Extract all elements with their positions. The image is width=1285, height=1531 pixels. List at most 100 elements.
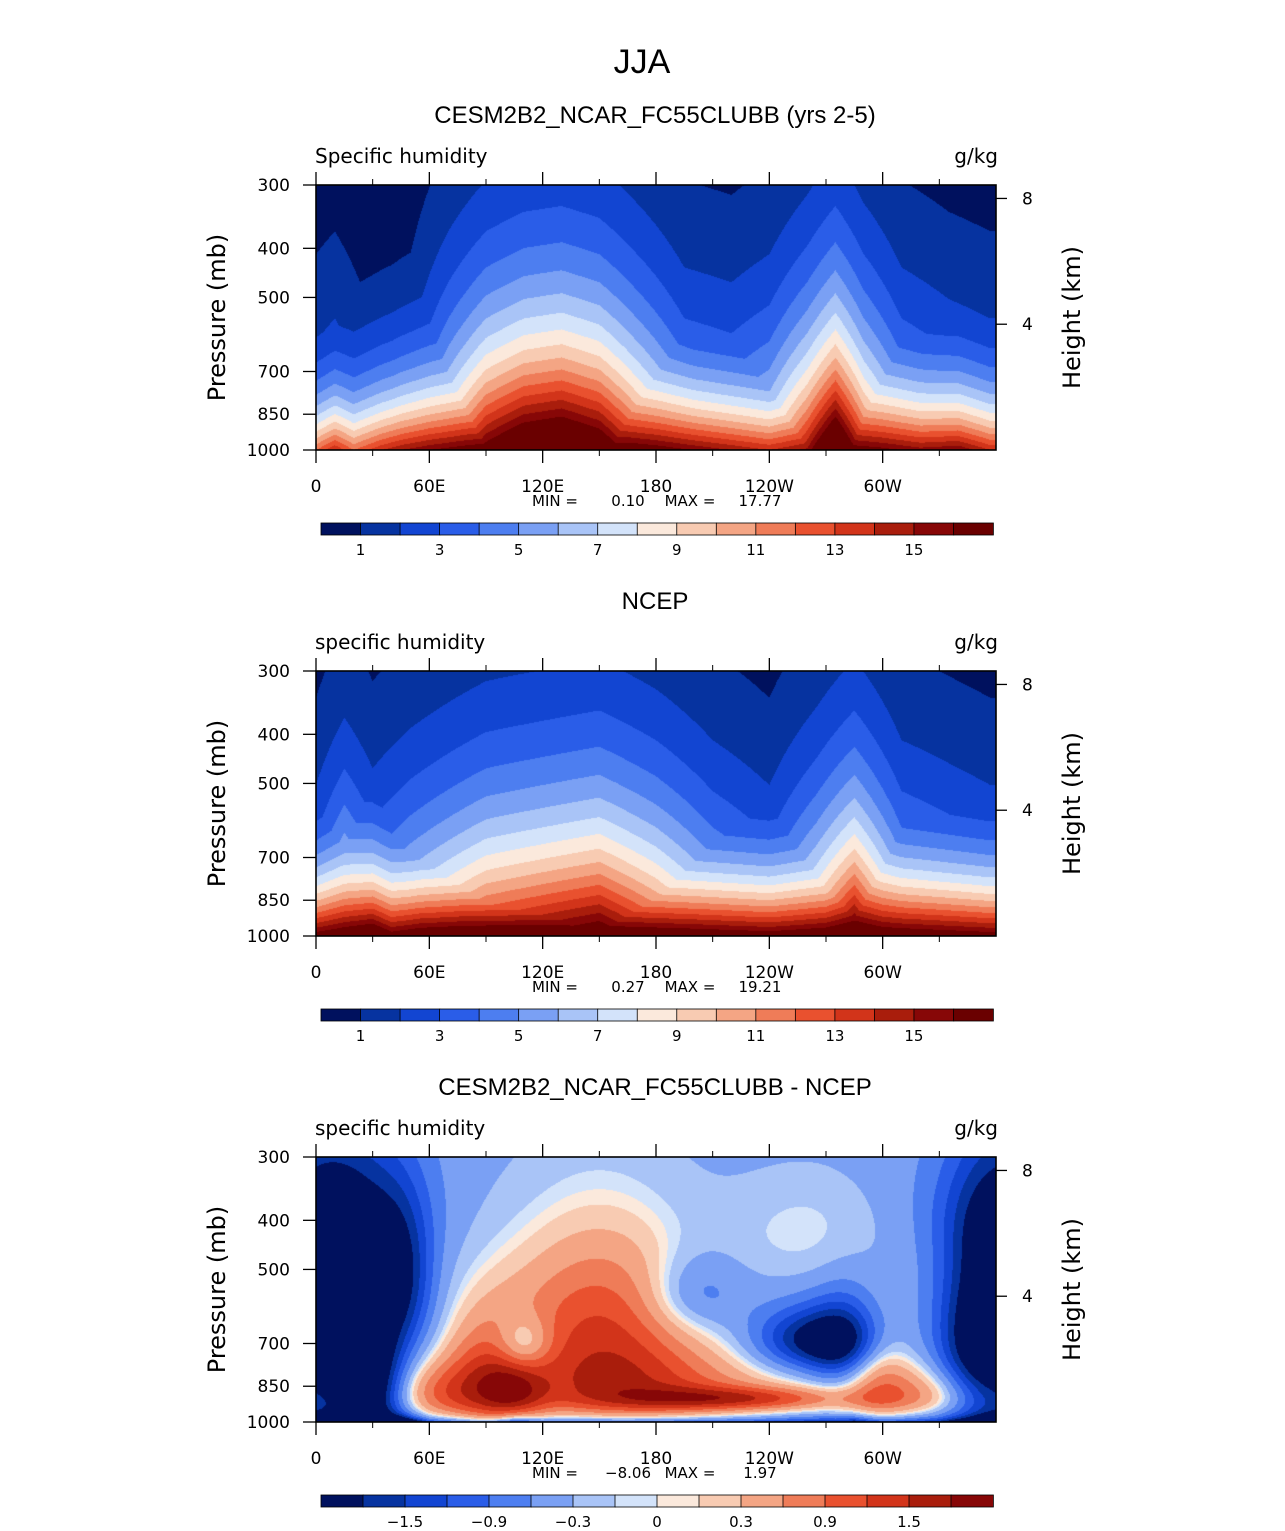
x-tick-label: 120W	[745, 1449, 794, 1469]
colorbar-box	[360, 1008, 401, 1022]
y-tick-label: 300	[258, 662, 290, 682]
colorbar-box	[320, 522, 362, 536]
colorbar-box	[824, 1494, 868, 1508]
colorbar-box	[320, 1494, 364, 1508]
panel-title: CESM2B2_NCAR_FC55CLUBB (yrs 2-5)	[434, 102, 875, 129]
colorbar-box	[908, 1494, 952, 1508]
y-tick-label: 1000	[247, 1413, 290, 1433]
colorbar-box	[834, 522, 876, 536]
colorbar-box	[715, 1008, 757, 1022]
y-tick-label: 700	[258, 362, 290, 382]
y-tick-label: 400	[258, 725, 290, 745]
panel-title: CESM2B2_NCAR_FC55CLUBB - NCEP	[438, 1074, 871, 1101]
panel-1: CESM2B2_NCAR_FC55CLUBB (yrs 2-5) Specific…	[203, 102, 1086, 559]
colorbar-box	[518, 522, 559, 536]
x-tick-label: 0	[311, 963, 322, 983]
colorbar-label: 1	[356, 541, 366, 559]
colorbar-label: 1.5	[897, 1513, 921, 1531]
colorbar-label: 15	[904, 1027, 923, 1045]
colorbar-box	[530, 1494, 574, 1508]
y-axis-label: Pressure (mb)	[203, 234, 231, 401]
colorbar-box	[794, 522, 836, 536]
colorbar-label: −0.9	[471, 1513, 507, 1531]
colorbar-label: 11	[746, 541, 765, 559]
colorbar-box	[953, 522, 994, 536]
colorbar-box	[755, 1008, 797, 1022]
colorbar-box	[953, 1008, 994, 1022]
y-tick-label: 850	[258, 405, 290, 425]
height-tick-label: 4	[1022, 1287, 1033, 1307]
colorbar-label: 7	[593, 541, 603, 559]
colorbar-box	[478, 1008, 520, 1022]
x-tick-label: 120W	[745, 477, 794, 497]
figure-title: JJA	[614, 43, 671, 81]
colorbar-box	[557, 1008, 599, 1022]
min-value: 0.27	[611, 978, 644, 996]
colorbar-box	[950, 1494, 994, 1508]
colorbar-box	[913, 1008, 955, 1022]
colorbar-box	[698, 1494, 742, 1508]
colorbar-label: −1.5	[387, 1513, 423, 1531]
min-value: 0.10	[611, 492, 644, 510]
y-tick-label: 400	[258, 1211, 290, 1231]
x-tick-label: 120E	[521, 963, 564, 983]
colorbar-label: 5	[514, 541, 524, 559]
x-tick-label: 180	[640, 1449, 672, 1469]
x-tick-label: 60E	[413, 477, 445, 497]
height-tick-label: 4	[1022, 315, 1033, 335]
y-tick-label: 400	[258, 239, 290, 259]
colorbar-box	[404, 1494, 448, 1508]
x-tick-label: 120W	[745, 963, 794, 983]
colorbar-box	[874, 1008, 915, 1022]
height-tick-label: 8	[1022, 675, 1033, 695]
colorbar-box	[874, 522, 915, 536]
colorbar-label: 3	[435, 1027, 445, 1045]
colorbar-box	[656, 1494, 700, 1508]
y-tick-label: 300	[258, 1148, 290, 1168]
x-tick-label: 0	[311, 1449, 322, 1469]
max-value: 1.97	[743, 1464, 776, 1482]
colorbar-box	[782, 1494, 826, 1508]
colorbar-box	[597, 522, 639, 536]
colorbar-label: 9	[672, 541, 682, 559]
colorbar-label: 11	[746, 1027, 765, 1045]
units-label: g/kg	[954, 1116, 998, 1140]
y2-axis-label: Height (km)	[1058, 246, 1086, 389]
colorbar-label: 0.9	[813, 1513, 837, 1531]
variable-label: specific humidity	[315, 630, 485, 654]
y-tick-label: 500	[258, 1260, 290, 1280]
colorbar-box	[362, 1494, 406, 1508]
x-tick-label: 120E	[521, 1449, 564, 1469]
colorbar-box	[557, 522, 599, 536]
colorbar-box	[399, 522, 441, 536]
height-tick-label: 8	[1022, 1161, 1033, 1181]
colorbar: 1 3 5 7 9 11 13 15	[320, 1008, 994, 1045]
y-tick-label: 500	[258, 774, 290, 794]
y-tick-label: 1000	[247, 441, 290, 461]
colorbar-box	[360, 522, 401, 536]
colorbar-box	[399, 1008, 441, 1022]
colorbar-label: 0	[652, 1513, 662, 1531]
contour-field	[316, 671, 996, 936]
colorbar-box	[755, 522, 797, 536]
height-tick-label: 8	[1022, 189, 1033, 209]
colorbar-box	[572, 1494, 616, 1508]
colorbar-box	[518, 1008, 559, 1022]
min-value: −8.06	[605, 1464, 651, 1482]
colorbar-box	[636, 522, 678, 536]
colorbar-box	[439, 1008, 480, 1022]
colorbar-box	[614, 1494, 658, 1508]
x-tick-label: 180	[640, 963, 672, 983]
colorbar-box	[488, 1494, 532, 1508]
units-label: g/kg	[954, 144, 998, 168]
colorbar: −1.5 −0.9 −0.3 0 0.3 0.9 1.5	[320, 1494, 994, 1531]
panel-title: NCEP	[622, 588, 689, 615]
x-tick-label: 0	[311, 477, 322, 497]
colorbar-box	[676, 522, 718, 536]
colorbar-label: 5	[514, 1027, 524, 1045]
colorbar-box	[320, 1008, 362, 1022]
x-tick-label: 120E	[521, 477, 564, 497]
y-tick-label: 300	[258, 176, 290, 196]
y-axis-label: Pressure (mb)	[203, 720, 231, 887]
